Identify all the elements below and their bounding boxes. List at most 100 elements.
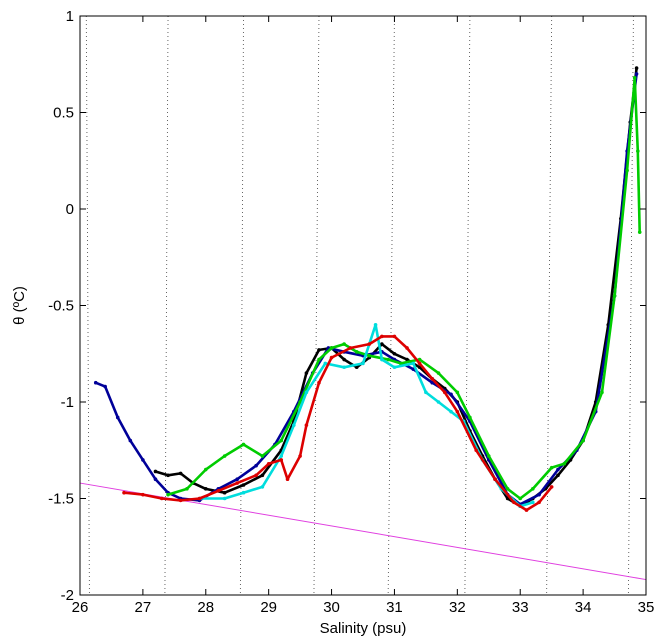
series-2 [166,75,642,501]
series-4 [122,334,554,512]
series-1-point [254,463,258,468]
series-0-point [556,473,560,478]
x-tick-label: 33 [512,599,529,616]
series-0-point [354,365,359,370]
series-3-point [361,361,365,366]
series-4-point [285,477,290,482]
series-2-point [600,390,604,395]
series-3-point [424,390,428,395]
series-2-point [329,346,334,350]
series-4-point [405,346,409,350]
series-3-point [342,365,346,370]
series-0-point [405,357,409,362]
y-tick-label: 1 [66,8,74,25]
series-4-point [304,423,309,427]
y-tick-label: 0 [66,201,74,218]
series-4-point [329,355,334,360]
series-4-point [367,342,372,346]
series-2-point [549,465,554,470]
series-1-trace [94,72,638,506]
isopycnal-line-3 [313,15,320,596]
x-axis-label: Salinity (psu) [320,620,407,637]
series-1-point [128,438,133,443]
series-0-point [392,351,397,356]
series-4-point [549,485,554,489]
series-0-point [380,342,384,346]
series-2-point [260,454,265,458]
series-0-point [203,487,208,491]
series-3-point [279,454,284,458]
series-1-point [103,384,107,389]
series-3-point [436,400,441,404]
series-1-point [634,72,639,76]
x-tick-label: 26 [72,599,89,616]
series-2-point [185,487,189,491]
y-tick-label: -1 [61,394,74,411]
series-3-point [531,500,535,505]
series-2-point [581,438,585,443]
series-4-point [122,490,126,495]
series-2-point [279,438,284,443]
series-2-point [468,415,472,420]
series-3-point [380,357,384,362]
series-0-point [634,66,639,70]
series-0-point [260,473,265,478]
series-0-point [317,348,321,352]
series-3-point [241,490,246,495]
series-2-point [531,487,535,491]
series-4-point [197,496,202,501]
series-3-point [222,496,227,501]
series-2-point [486,454,491,458]
series-4-point [298,454,302,458]
series-2-trace [166,76,642,500]
series-3-point [292,423,296,427]
series-2-point [518,496,523,501]
isopycnal-line-2 [239,15,244,596]
series-2-point [241,442,246,447]
y-tick-label: -2 [61,587,74,604]
series-3-point [373,323,378,327]
series-3-point [260,485,265,489]
series-1-point [537,492,541,497]
y-tick-label: 0.5 [53,105,74,122]
series-2-point [222,454,227,458]
series-2-point [455,390,460,395]
isopycnal-line-4 [387,15,395,596]
series-4-point [537,500,541,505]
x-tick-label: 31 [386,599,403,616]
series-4-point [392,334,397,339]
series-1-point [115,415,120,420]
series-4-point [380,334,384,339]
isopycnal-line-5 [464,15,471,596]
series-2-point [203,467,208,472]
x-tick-label: 34 [575,599,592,616]
series-2-point [166,492,170,497]
series-4-point [512,500,516,505]
series-4-point [430,377,434,381]
isopycnal-line-0 [85,15,90,596]
series-0-point [153,469,158,474]
series-4-point [254,473,258,478]
series-3-trace [198,323,535,508]
series-1-point [556,467,560,472]
series-4-point [266,461,271,466]
x-tick-label: 29 [260,599,277,616]
series-4-point [442,390,447,395]
series-0-point [178,471,183,476]
x-tick-label: 28 [197,599,214,616]
series-1-point [430,380,434,385]
series-0-point [222,490,227,495]
series-4-point [417,361,422,366]
series-4-trace [122,335,554,512]
series-4-point [178,498,183,503]
series-1-point [449,392,453,397]
series-1-point [153,477,158,482]
series-4-point [455,409,460,414]
series-3-point [411,361,416,366]
series-4-point [141,492,145,497]
series-4-point [216,488,221,493]
series-2-point [562,461,567,466]
series-3-point [392,365,397,370]
series-2-point [342,342,346,346]
